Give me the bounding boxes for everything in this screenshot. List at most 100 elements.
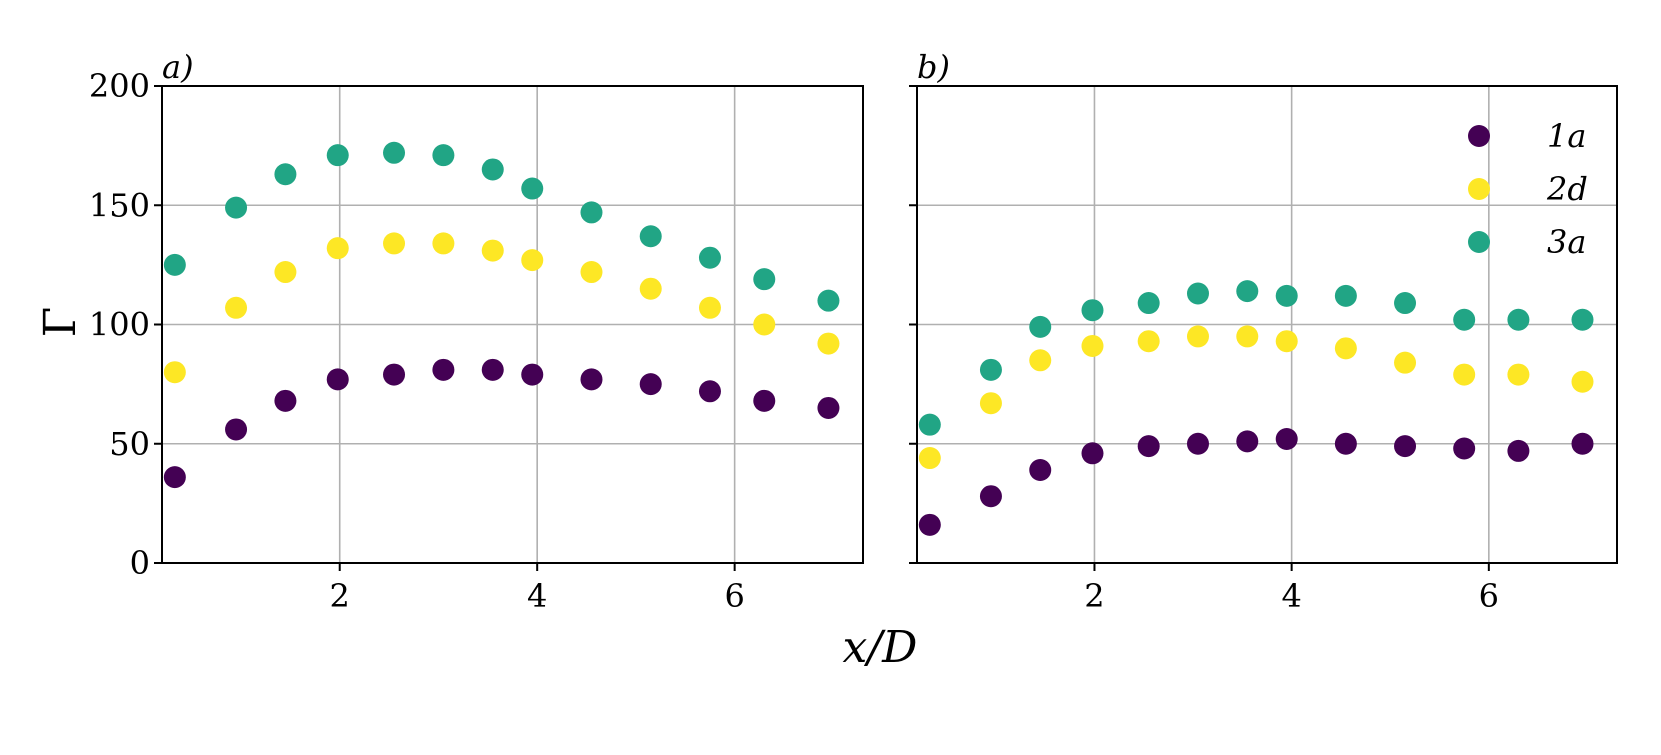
x-axis-label: x/D xyxy=(843,622,918,673)
panel-a: 2 4 6 0 50 100 150 200 a) xyxy=(89,48,864,615)
y-tick-label: 100 xyxy=(89,306,150,344)
data-point-3a xyxy=(1453,308,1476,331)
data-point-2d xyxy=(979,392,1002,415)
data-point-1a xyxy=(1394,435,1417,458)
data-point-3a xyxy=(580,201,603,224)
data-point-1a xyxy=(753,389,776,412)
data-point-1a xyxy=(326,368,349,391)
data-point-1a xyxy=(1236,430,1259,453)
data-point-2d xyxy=(1453,363,1476,386)
data-point-1a xyxy=(274,389,297,412)
x-tick-label: 2 xyxy=(330,577,350,615)
legend-label-2d: 2d xyxy=(1546,170,1588,208)
data-point-2d xyxy=(1507,363,1530,386)
data-point-3a xyxy=(1275,284,1298,307)
data-point-2d xyxy=(1137,330,1160,353)
x-tick-label: 6 xyxy=(1479,577,1499,615)
data-point-1a xyxy=(698,380,721,403)
data-point-2d xyxy=(163,361,186,384)
data-point-3a xyxy=(225,196,248,219)
data-point-1a xyxy=(481,358,504,381)
y-tick-label: 200 xyxy=(89,67,150,105)
data-point-2d xyxy=(1029,349,1052,372)
data-point-2d xyxy=(639,277,662,300)
data-point-2d xyxy=(1275,330,1298,353)
data-point-3a xyxy=(639,225,662,248)
x-tick-label: 4 xyxy=(1281,577,1301,615)
data-point-3a xyxy=(1081,299,1104,322)
x-tick-label: 6 xyxy=(724,577,744,615)
data-point-1a xyxy=(521,363,544,386)
data-point-1a xyxy=(1453,437,1476,460)
x-tick-label: 2 xyxy=(1084,577,1104,615)
legend-label-3a: 3a xyxy=(1547,223,1586,261)
data-point-3a xyxy=(918,413,941,436)
data-point-2d xyxy=(580,261,603,284)
legend-label-1a: 1a xyxy=(1547,117,1586,155)
data-point-1a xyxy=(918,513,941,536)
data-point-3a xyxy=(1507,308,1530,331)
data-point-3a xyxy=(1029,315,1052,338)
data-point-3a xyxy=(1334,284,1357,307)
data-point-3a xyxy=(521,177,544,200)
data-point-2d xyxy=(753,313,776,336)
data-point-2d xyxy=(1236,325,1259,348)
data-point-3a xyxy=(274,163,297,186)
data-point-2d xyxy=(1334,337,1357,360)
data-point-1a xyxy=(1275,427,1298,450)
data-point-2d xyxy=(1571,370,1594,393)
data-point-2d xyxy=(274,261,297,284)
data-point-3a xyxy=(1394,292,1417,315)
data-point-1a xyxy=(1186,432,1209,455)
y-tick-label: 150 xyxy=(89,186,150,224)
legend-marker-2d xyxy=(1468,178,1490,200)
data-point-1a xyxy=(225,418,248,441)
data-point-3a xyxy=(1236,280,1259,303)
data-point-2d xyxy=(1186,325,1209,348)
data-point-3a xyxy=(432,144,455,167)
legend-marker-1a xyxy=(1468,125,1490,147)
data-point-3a xyxy=(1137,292,1160,315)
data-point-1a xyxy=(639,373,662,396)
legend-marker-3a xyxy=(1468,231,1490,253)
data-point-1a xyxy=(1137,435,1160,458)
data-point-2d xyxy=(817,332,840,355)
data-point-1a xyxy=(1029,458,1052,481)
data-point-1a xyxy=(580,368,603,391)
data-point-2d xyxy=(432,232,455,255)
data-point-3a xyxy=(1571,308,1594,331)
data-point-1a xyxy=(1334,432,1357,455)
data-point-1a xyxy=(1571,432,1594,455)
data-point-2d xyxy=(521,249,544,272)
legend: 1a 2d 3a xyxy=(1468,117,1588,261)
data-point-2d xyxy=(1394,351,1417,374)
data-point-3a xyxy=(163,253,186,276)
data-point-2d xyxy=(918,447,941,470)
data-point-3a xyxy=(1186,282,1209,305)
data-point-1a xyxy=(383,363,406,386)
data-point-1a xyxy=(979,485,1002,508)
data-point-3a xyxy=(753,268,776,291)
data-point-3a xyxy=(817,289,840,312)
data-point-1a xyxy=(163,466,186,489)
data-point-3a xyxy=(481,158,504,181)
data-point-2d xyxy=(1081,334,1104,357)
data-point-2d xyxy=(698,296,721,319)
y-tick-label: 0 xyxy=(130,544,150,582)
data-point-3a xyxy=(698,246,721,269)
y-axis-label: Γ xyxy=(35,307,86,338)
data-point-1a xyxy=(1507,439,1530,462)
data-point-1a xyxy=(817,396,840,419)
data-point-3a xyxy=(979,358,1002,381)
data-point-1a xyxy=(432,358,455,381)
panel-b: 2 4 6 b) 1a 2d 3a xyxy=(909,48,1618,615)
data-point-2d xyxy=(481,239,504,262)
x-tick-label: 4 xyxy=(527,577,547,615)
panel-label: b) xyxy=(917,48,950,86)
data-point-2d xyxy=(326,237,349,260)
data-point-3a xyxy=(383,141,406,164)
data-point-2d xyxy=(225,296,248,319)
data-point-2d xyxy=(383,232,406,255)
data-point-1a xyxy=(1081,442,1104,465)
